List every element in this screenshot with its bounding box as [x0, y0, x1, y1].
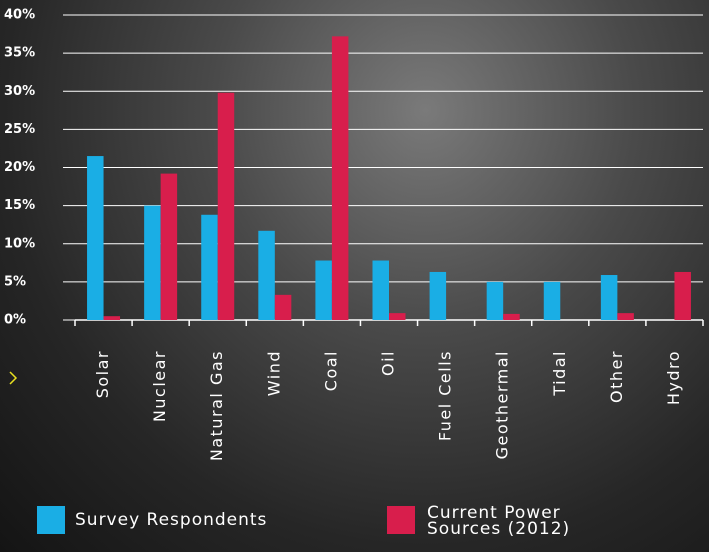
bar [315, 260, 332, 320]
legend-swatch [387, 506, 415, 534]
y-tick-label: 20% [4, 160, 35, 175]
x-tick-label: Natural Gas [207, 350, 226, 461]
x-tick-label: Other [607, 350, 626, 403]
x-tick-label: Nuclear [150, 350, 169, 422]
bar [87, 156, 104, 320]
y-tick-label: 15% [4, 198, 35, 213]
bar [103, 316, 121, 320]
x-tick-label: Geothermal [493, 350, 512, 459]
bar [617, 313, 634, 320]
bar [486, 281, 504, 320]
legend-label: Current Power Sources (2012) [427, 503, 571, 539]
y-tick-label: 30% [4, 84, 35, 99]
x-tick-label: Fuel Cells [436, 350, 455, 441]
x-tick-label: Hydro [664, 350, 683, 405]
decor-arrow [9, 371, 18, 385]
bar [389, 313, 406, 320]
bar [217, 92, 235, 321]
x-tick-label: Oil [379, 350, 398, 376]
bar [144, 205, 161, 320]
bar [503, 313, 520, 320]
bar [543, 281, 561, 320]
y-tick-label: 10% [4, 236, 35, 251]
x-tick-label: Tidal [550, 350, 569, 397]
bar [674, 271, 691, 320]
bar [201, 214, 218, 320]
x-tick-label: Solar [93, 350, 112, 398]
bar [600, 275, 618, 320]
bar [274, 294, 292, 320]
y-tick-label: 5% [4, 274, 26, 289]
bar [160, 173, 178, 320]
bar [429, 271, 447, 320]
bar [258, 230, 275, 320]
y-tick-label: 35% [4, 46, 35, 61]
x-tick-label: Wind [264, 350, 283, 396]
y-tick-label: 0% [4, 313, 26, 328]
x-tick-label: Coal [321, 350, 340, 391]
y-tick-label: 25% [4, 122, 35, 137]
bar [372, 260, 389, 320]
legend-swatch [37, 506, 65, 534]
legend-label: Survey Respondents [75, 510, 268, 530]
bar [331, 36, 349, 320]
y-tick-label: 40% [4, 8, 35, 23]
